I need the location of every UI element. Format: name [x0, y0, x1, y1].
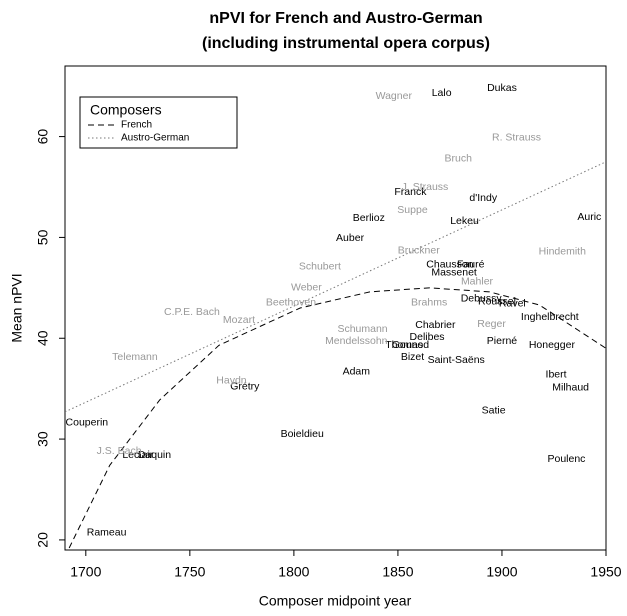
- composer-label: Delibes: [410, 331, 445, 343]
- composer-label: Fauré: [457, 258, 485, 270]
- composer-label: Chausson: [426, 258, 473, 270]
- legend-title: Composers: [90, 102, 162, 118]
- composer-label: Auric: [577, 211, 601, 223]
- y-tick-label: 30: [35, 431, 51, 447]
- composer-label: Brahms: [411, 297, 447, 309]
- x-tick-label: 1950: [590, 564, 621, 580]
- x-tick-label: 1800: [278, 564, 309, 580]
- composer-label: Leclair: [122, 449, 153, 461]
- composer-label: Mozart: [223, 314, 255, 326]
- composer-label: d'Indy: [469, 192, 497, 204]
- composer-label: Rameau: [87, 527, 127, 539]
- x-tick-label: 1850: [382, 564, 413, 580]
- composer-label: Milhaud: [552, 381, 589, 393]
- composer-label: Telemann: [112, 351, 158, 363]
- y-tick-label: 20: [35, 532, 51, 548]
- composer-label: Bruch: [445, 153, 473, 165]
- composer-label: Gounod: [392, 339, 430, 351]
- composer-label: Boieldieu: [281, 428, 324, 440]
- composer-label: Daquin: [138, 449, 171, 461]
- composer-label: Wagner: [376, 90, 413, 102]
- composer-label: J.S. Bach: [97, 445, 142, 457]
- composer-label: Inghelbrecht: [521, 311, 579, 323]
- composer-label: Lalo: [432, 87, 452, 99]
- composer-label: Bruckner: [398, 244, 441, 256]
- composer-label: Reger: [477, 318, 506, 330]
- composer-label: Beethoven: [266, 297, 316, 309]
- x-tick-label: 1750: [174, 564, 205, 580]
- composer-label: Ibert: [546, 368, 567, 380]
- composer-label: Adam: [343, 365, 371, 377]
- composer-label: Roussel: [478, 296, 516, 308]
- trend-line: [68, 287, 606, 549]
- composer-label: Schubert: [299, 260, 341, 272]
- legend-label: Austro-German: [121, 133, 189, 144]
- composer-label: Dukas: [487, 82, 517, 94]
- composer-label: Satie: [482, 405, 506, 417]
- composer-label: Berlioz: [353, 212, 385, 224]
- composer-label: J. Strauss: [402, 181, 449, 193]
- chart-subtitle: (including instrumental opera corpus): [202, 35, 490, 52]
- composer-label: Haydn: [216, 374, 247, 386]
- composer-label: Franck: [394, 186, 427, 198]
- composer-label: Auber: [336, 232, 365, 244]
- chart-title: nPVI for French and Austro-German: [209, 10, 482, 27]
- plot-frame: [64, 65, 607, 551]
- x-tick-label: 1700: [70, 564, 101, 580]
- x-axis-label: Composer midpoint year: [259, 593, 412, 609]
- composer-label: Poulenc: [547, 453, 585, 465]
- composer-label: Massenet: [431, 266, 477, 278]
- composer-label: Mahler: [461, 276, 494, 288]
- composer-label: R. Strauss: [492, 131, 541, 143]
- legend-box: [79, 96, 238, 149]
- legend: Composers: [79, 96, 238, 149]
- composer-label: C.P.E. Bach: [164, 306, 220, 318]
- composer-label: Honegger: [529, 339, 576, 351]
- composer-label: Ravel: [499, 298, 526, 310]
- composer-label: Debussy: [461, 293, 503, 305]
- composer-label: Thomas: [385, 339, 423, 351]
- y-tick-label: 60: [35, 129, 51, 145]
- composer-label: Chabrier: [415, 319, 456, 331]
- composer-label: Mendelssohn: [325, 335, 388, 347]
- composer-label: Saint-Saëns: [428, 354, 485, 366]
- composer-label: Hindemith: [539, 245, 586, 257]
- composer-label: Bizet: [401, 351, 424, 363]
- composer-label: Schumann: [337, 323, 387, 335]
- composer-label: Weber: [291, 282, 322, 294]
- composer-label: Grétry: [230, 380, 260, 392]
- trend-line: [65, 161, 606, 413]
- y-axis-label: Mean nPVI: [9, 273, 25, 342]
- composer-label: Suppe: [397, 204, 428, 216]
- y-tick-label: 40: [35, 330, 51, 346]
- legend-label: French: [121, 120, 152, 131]
- x-tick-label: 1900: [486, 564, 517, 580]
- composer-label: Pierné: [487, 335, 518, 347]
- composer-label: Couperin: [66, 417, 109, 429]
- composer-label: Lekeu: [450, 215, 479, 227]
- y-tick-label: 50: [35, 229, 51, 245]
